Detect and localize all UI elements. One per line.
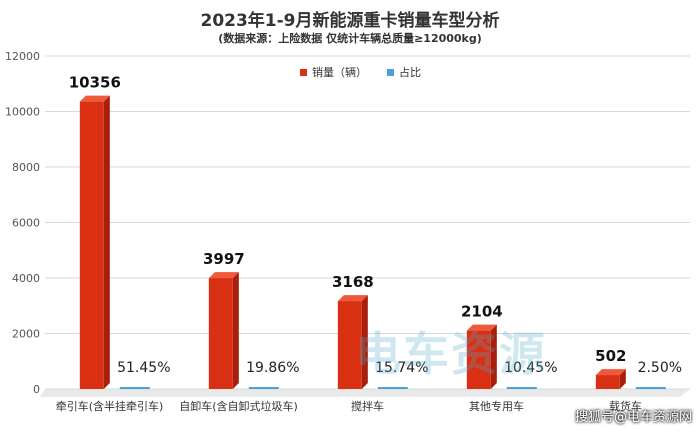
y-tick-label: 2000	[12, 328, 40, 341]
legend-swatch-share	[387, 68, 394, 76]
legend-item-share: 占比	[387, 64, 421, 80]
bar-sales-top	[337, 295, 368, 302]
bar-sales	[595, 375, 620, 389]
watermark-text: 搜狐号@电车资源网	[574, 410, 692, 425]
bar-share	[635, 387, 666, 389]
bar-sales	[208, 278, 233, 389]
legend-label-share: 占比	[399, 66, 421, 79]
x-category-label: 自卸车(含自卸式垃圾车)	[179, 399, 298, 413]
bar-sales-top	[79, 95, 110, 102]
x-category-label: 载货车	[609, 399, 642, 413]
bar-share	[377, 387, 408, 389]
y-tick-label: 12000	[5, 50, 40, 63]
bar-share	[119, 387, 150, 389]
watermark-logo: 电车资源	[355, 327, 547, 381]
bar-share-value-label: 51.45%	[117, 360, 170, 376]
chart-legend: 销量（辆） 占比	[300, 64, 421, 80]
y-tick-label: 6000	[12, 217, 40, 230]
bar-share	[506, 387, 537, 389]
bar-sales-value-label: 502	[595, 347, 626, 365]
bar-sales-side	[232, 272, 239, 389]
bar-sales-value-label: 10356	[69, 74, 121, 92]
bar-sales-top	[595, 369, 626, 376]
chart-floor	[40, 389, 690, 397]
legend-label-sales: 销量（辆）	[312, 66, 367, 79]
chart-title: 2023年1-9月新能源重卡销量车型分析	[200, 11, 500, 31]
bar-sales-side	[619, 369, 626, 389]
x-category-label: 搅拌车	[351, 399, 384, 413]
bar-sales	[337, 301, 362, 389]
y-tick-label: 10000	[5, 106, 40, 119]
bar-sales-value-label: 3168	[332, 273, 374, 291]
legend-swatch-sales	[300, 68, 307, 76]
y-tick-label: 4000	[12, 272, 40, 285]
bar-share-value-label: 10.45%	[504, 360, 557, 376]
bar-sales-top	[208, 272, 239, 279]
bar-share-value-label: 2.50%	[638, 360, 682, 376]
bar-sales-side	[361, 295, 368, 389]
y-tick-label: 0	[33, 383, 40, 396]
chart-subtitle: (数据来源：上险数据 仅统计车辆总质量≥12000kg)	[218, 32, 482, 45]
bar-share	[248, 387, 279, 389]
bar-share-value-label: 15.74%	[375, 360, 428, 376]
x-category-label: 其他专用车	[469, 399, 524, 413]
legend-item-sales: 销量（辆）	[300, 64, 367, 80]
y-tick-label: 8000	[12, 161, 40, 174]
bar-sales-side	[103, 95, 110, 389]
bar-sales	[79, 101, 104, 389]
bar-sales-top	[466, 324, 497, 331]
bar-sales	[466, 330, 491, 389]
bar-sales-side	[490, 324, 497, 389]
bar-sales-value-label: 3997	[203, 250, 245, 268]
x-category-label: 牵引车(含半挂牵引车)	[56, 399, 164, 413]
bar-share-value-label: 19.86%	[246, 360, 299, 376]
bar-sales-value-label: 2104	[461, 303, 503, 321]
